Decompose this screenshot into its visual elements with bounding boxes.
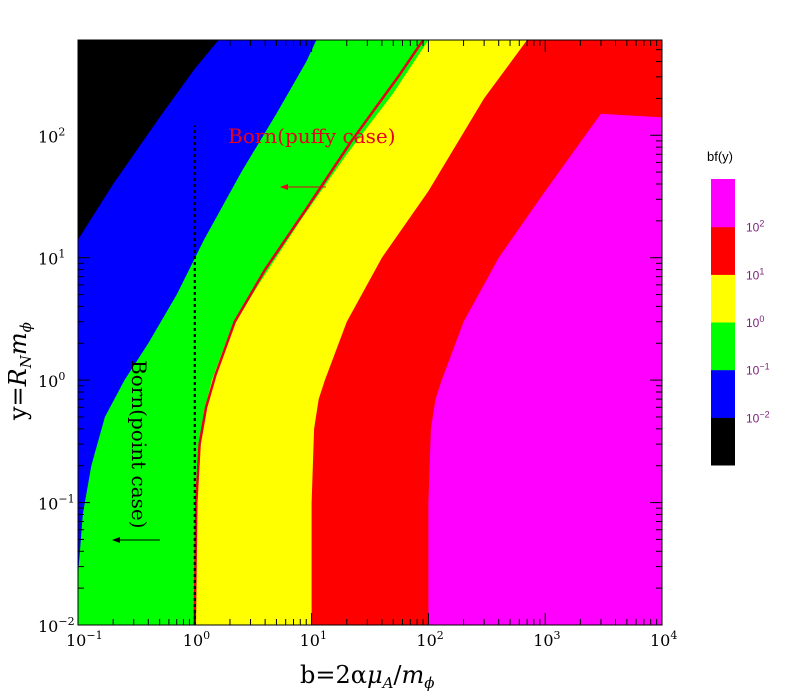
region-blue (78, 40, 317, 625)
colorbar-label: 100 (746, 314, 764, 330)
overlay-lines (193, 40, 425, 625)
annotation-point: Born(point case) (127, 360, 151, 529)
y-tick-label: 10−2 (38, 615, 75, 636)
colorbar-title: bf(y) (707, 149, 733, 164)
colorbar-label: 101 (746, 266, 764, 282)
born-boundary-curve (193, 40, 425, 625)
colorbar-swatch (711, 322, 735, 371)
colorbar-swatch (711, 417, 735, 466)
x-tick-label: 103 (533, 629, 560, 650)
annotation-puffy: Born(puffy case) (228, 124, 396, 148)
arrow-puffy (280, 184, 326, 190)
colorbar-swatch (711, 369, 735, 418)
colorbar-labels: 10−2 10−1 100 101 102 (746, 219, 770, 426)
colorbar-label: 10−1 (746, 362, 770, 378)
x-tick-label: 10−1 (66, 629, 103, 650)
colorbar-swatch (711, 274, 735, 323)
x-tick-labels: 10−1 100 101 102 103 104 (66, 629, 677, 650)
x-tick-label: 101 (300, 629, 327, 650)
colorbar-label: 10−2 (746, 409, 770, 425)
x-tick-label: 102 (416, 629, 443, 650)
y-tick-labels: 10−2 10−1 100 101 102 (38, 125, 75, 636)
region-black (78, 40, 219, 625)
x-tick-label: 104 (650, 629, 677, 650)
y-tick-label: 100 (38, 370, 65, 391)
axis-ticks (77, 39, 663, 626)
x-tick-label: 100 (183, 629, 210, 650)
y-tick-label: 101 (38, 248, 65, 269)
colorbar (711, 179, 735, 466)
y-axis-title: y=RNmϕ (4, 322, 35, 421)
y-tick-label: 10−1 (38, 493, 75, 514)
colorbar-swatch (711, 226, 735, 275)
colorbar-swatch (711, 179, 735, 228)
heatmap-regions (78, 40, 662, 625)
x-axis-title: b=2αμA/mϕ (300, 661, 435, 692)
colorbar-label: 102 (746, 219, 764, 235)
plot-frame (77, 39, 663, 626)
arrow-point (112, 537, 160, 543)
y-tick-label: 102 (38, 125, 65, 146)
